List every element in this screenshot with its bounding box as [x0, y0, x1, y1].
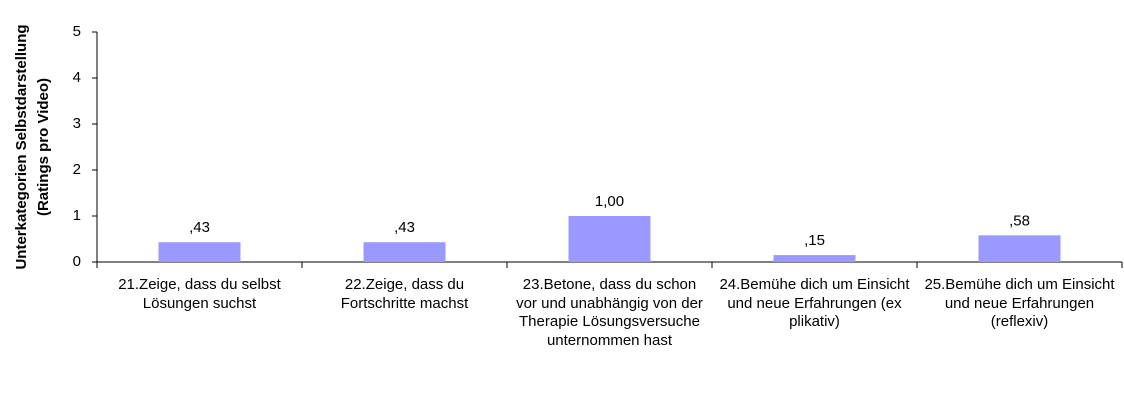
bar [363, 242, 446, 262]
y-tick-label: 2 [73, 161, 81, 178]
x-tick-label: 25.Bemühe dich um Einsicht und neue Erfa… [924, 276, 1115, 331]
y-axis-label: (Ratings pro Video) [35, 78, 52, 216]
y-tick-label: 5 [73, 23, 81, 40]
y-tick-label: 0 [73, 253, 81, 270]
value-label: ,43 [189, 219, 210, 236]
y-tick-label: 1 [73, 207, 81, 224]
bar [568, 216, 651, 262]
value-label: ,15 [804, 232, 825, 249]
x-tick-label: 24.Bemühe dich um Einsicht und neue Erfa… [719, 276, 910, 331]
bar [773, 255, 856, 262]
y-tick-label: 4 [73, 69, 81, 86]
value-label: ,43 [394, 219, 415, 236]
y-axis-label: Unterkategorien Selbstdarstellung [13, 24, 30, 269]
x-tick-label: 22.Zeige, dass du Fortschritte machst [340, 276, 469, 312]
value-label: 1,00 [595, 193, 624, 210]
value-label: ,58 [1009, 212, 1030, 229]
y-tick-label: 3 [73, 115, 81, 132]
bar [978, 235, 1061, 262]
bar [158, 242, 241, 262]
x-tick-label: 23.Betone, dass du schon vor und unabhän… [516, 276, 703, 349]
x-tick-label: 21.Zeige, dass du selbst Lösungen suchst [118, 276, 281, 312]
